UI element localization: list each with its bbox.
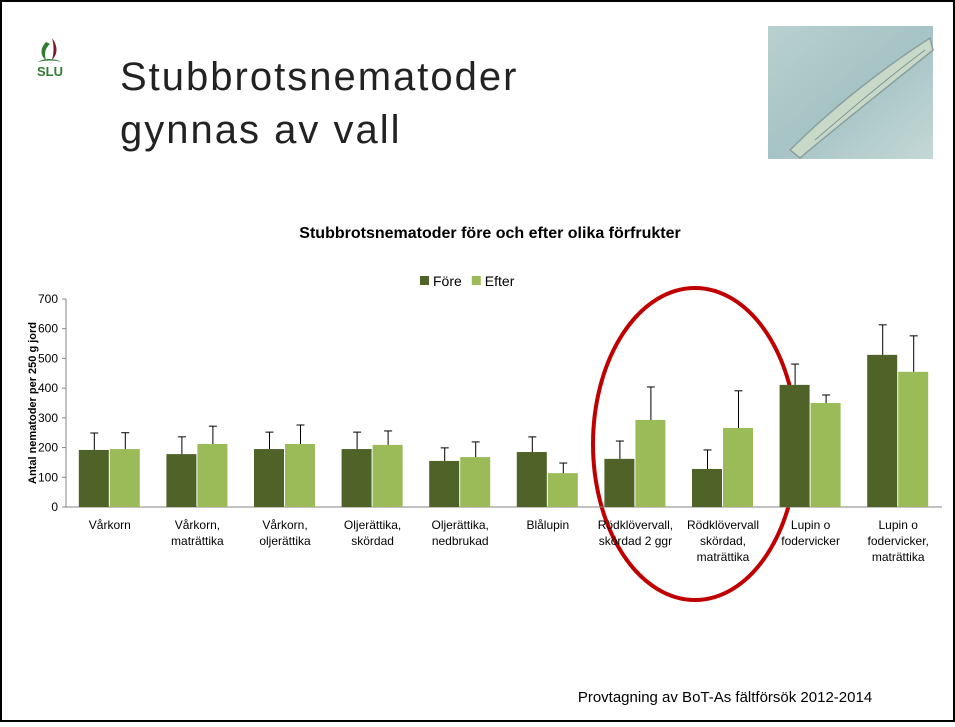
bar	[372, 444, 403, 507]
bar	[166, 454, 197, 507]
y-tick-label: 300	[38, 411, 58, 425]
x-tick-label: fodervicker	[781, 534, 840, 548]
x-tick-label: nedbrukad	[432, 534, 489, 548]
x-tick-label: maträttika	[697, 550, 750, 564]
bar	[723, 427, 753, 507]
bar	[779, 384, 810, 507]
bar	[429, 460, 460, 507]
slide-title: Stubbrotsnematoder	[120, 55, 518, 99]
bar	[898, 371, 929, 507]
legend-label: Före	[433, 273, 462, 289]
slide-title: gynnas av vall	[120, 108, 401, 152]
x-tick-label: maträttika	[171, 534, 224, 548]
legend-swatch	[420, 276, 429, 285]
x-tick-label: fodervicker,	[868, 534, 929, 548]
x-tick-label: Oljerättika,	[344, 518, 401, 532]
x-tick-label: Oljerättika,	[432, 518, 489, 532]
x-tick-label: Rödklövervall	[687, 518, 759, 532]
x-tick-label: skördad	[351, 534, 394, 548]
x-tick-label: maträttika	[872, 550, 925, 564]
bar	[604, 458, 635, 507]
bar	[867, 354, 898, 507]
bar	[692, 468, 722, 507]
x-tick-label: skördad,	[700, 534, 746, 548]
x-tick-label: Vårkorn,	[175, 518, 220, 532]
photo	[768, 26, 934, 159]
bar	[254, 449, 284, 507]
bar	[635, 419, 666, 507]
x-tick-label: Vårkorn	[89, 518, 131, 532]
y-axis-label: Antal nematoder per 250 g jord	[27, 322, 39, 484]
bar	[285, 444, 315, 507]
chart-title: Stubbrotsnematoder före och efter olika …	[299, 225, 680, 242]
y-tick-label: 200	[38, 441, 58, 455]
bar	[516, 452, 547, 507]
legend-label: Efter	[485, 273, 515, 289]
y-tick-label: 600	[38, 322, 58, 336]
y-tick-label: 100	[38, 470, 58, 484]
logo-text: SLU	[37, 64, 63, 79]
x-tick-label: skördad 2 ggr	[599, 534, 672, 548]
bar	[810, 403, 841, 507]
bar	[460, 457, 491, 507]
y-tick-label: 400	[38, 381, 58, 395]
legend-swatch	[471, 276, 481, 285]
bar	[109, 449, 140, 507]
bar	[341, 449, 372, 507]
x-tick-label: Vårkorn,	[262, 518, 307, 532]
logo: SLU	[37, 38, 63, 79]
y-tick-label: 0	[51, 500, 58, 514]
y-tick-label: 500	[38, 351, 58, 365]
x-tick-label: oljerättika	[259, 534, 311, 548]
y-tick-label: 700	[38, 292, 58, 306]
x-tick-label: Blålupin	[526, 518, 569, 532]
bar	[547, 473, 578, 507]
footer: Provtagning av BoT-As fältförsök 2012-20…	[578, 689, 872, 706]
bar	[197, 444, 228, 507]
bar	[78, 449, 109, 507]
x-tick-label: Lupin o	[791, 518, 831, 532]
x-tick-label: Rödklövervall,	[598, 518, 673, 532]
x-tick-label: Lupin o	[879, 518, 919, 532]
